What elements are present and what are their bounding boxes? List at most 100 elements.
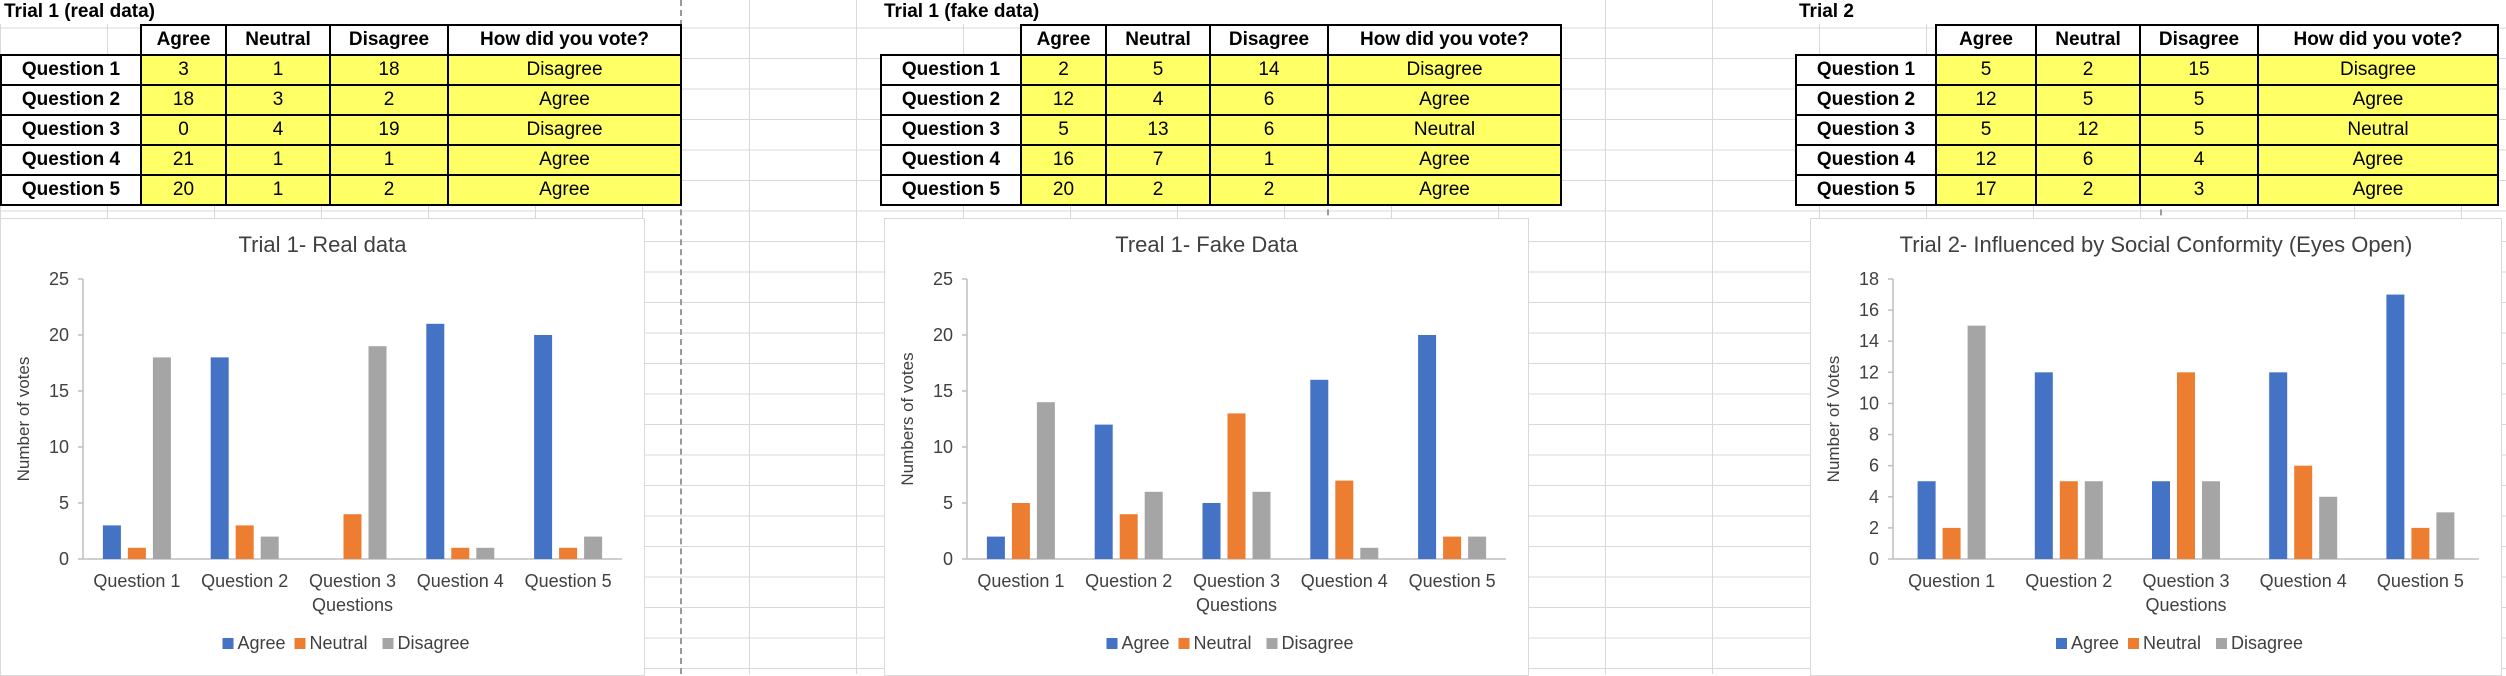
disagree-cell[interactable]: 14 bbox=[1209, 54, 1329, 86]
vote-cell[interactable]: Agree bbox=[447, 174, 682, 206]
agree-cell[interactable]: 17 bbox=[1935, 174, 2037, 206]
disagree-cell[interactable]: 2 bbox=[1209, 174, 1329, 206]
neutral-cell[interactable]: 6 bbox=[2035, 144, 2141, 176]
agree-cell[interactable]: 20 bbox=[140, 174, 227, 206]
row-label[interactable]: Question 2 bbox=[1795, 84, 1937, 116]
legend-label: Neutral bbox=[1194, 633, 1252, 653]
chart-container[interactable]: Treal 1- Fake Data 0 5 10 15 20 25 Numbers of v… bbox=[884, 218, 1529, 676]
row-label[interactable]: Question 5 bbox=[1795, 174, 1937, 206]
trial-table: Agree Neutral Disagree How did you vote?… bbox=[1795, 24, 2499, 206]
disagree-cell[interactable]: 3 bbox=[2139, 174, 2259, 206]
row-label[interactable]: Question 5 bbox=[0, 174, 142, 206]
vote-cell[interactable]: Neutral bbox=[2257, 114, 2499, 146]
row-label[interactable]: Question 1 bbox=[1795, 54, 1937, 86]
row-label[interactable]: Question 3 bbox=[0, 114, 142, 146]
table-row: Question 5 20 2 2 Agree bbox=[880, 174, 1562, 206]
neutral-cell[interactable]: 2 bbox=[1105, 174, 1211, 206]
bar-agree bbox=[2152, 481, 2170, 559]
vote-cell[interactable]: Agree bbox=[447, 84, 682, 116]
vote-cell[interactable]: Agree bbox=[447, 144, 682, 176]
neutral-cell[interactable]: 2 bbox=[2035, 174, 2141, 206]
agree-cell[interactable]: 18 bbox=[140, 84, 227, 116]
bar-neutral bbox=[1011, 503, 1030, 559]
row-label[interactable]: Question 4 bbox=[1795, 144, 1937, 176]
row-label[interactable]: Question 5 bbox=[880, 174, 1022, 206]
agree-cell[interactable]: 21 bbox=[140, 144, 227, 176]
agree-cell[interactable]: 16 bbox=[1020, 144, 1107, 176]
agree-cell[interactable]: 5 bbox=[1935, 114, 2037, 146]
chart-container[interactable]: Trial 1- Real data 0 5 10 15 20 25 Number of vo… bbox=[0, 218, 645, 676]
vote-cell[interactable]: Neutral bbox=[1327, 114, 1562, 146]
disagree-cell[interactable]: 5 bbox=[2139, 114, 2259, 146]
chart-container[interactable]: Trial 2- Influenced by Social Conformity… bbox=[1810, 218, 2502, 676]
trial-table: Agree Neutral Disagree How did you vote?… bbox=[880, 24, 1562, 206]
row-label[interactable]: Question 3 bbox=[880, 114, 1022, 146]
agree-cell[interactable]: 12 bbox=[1935, 84, 2037, 116]
neutral-cell[interactable]: 4 bbox=[1105, 84, 1211, 116]
row-label[interactable]: Question 2 bbox=[0, 84, 142, 116]
vote-cell[interactable]: Disagree bbox=[2257, 54, 2499, 86]
neutral-cell[interactable]: 1 bbox=[225, 54, 331, 86]
vote-cell[interactable]: Agree bbox=[1327, 84, 1562, 116]
neutral-cell[interactable]: 2 bbox=[2035, 54, 2141, 86]
neutral-cell[interactable]: 7 bbox=[1105, 144, 1211, 176]
bar-neutral bbox=[1443, 536, 1462, 559]
disagree-cell[interactable]: 6 bbox=[1209, 114, 1329, 146]
vote-cell[interactable]: Disagree bbox=[447, 114, 682, 146]
disagree-cell[interactable]: 15 bbox=[2139, 54, 2259, 86]
neutral-cell[interactable]: 13 bbox=[1105, 114, 1211, 146]
agree-cell[interactable]: 12 bbox=[1935, 144, 2037, 176]
row-label[interactable]: Question 3 bbox=[1795, 114, 1937, 146]
bar-neutral bbox=[2059, 481, 2078, 559]
disagree-cell[interactable]: 19 bbox=[329, 114, 449, 146]
neutral-cell[interactable]: 3 bbox=[225, 84, 331, 116]
neutral-cell[interactable]: 12 bbox=[2035, 114, 2141, 146]
disagree-cell[interactable]: 1 bbox=[329, 144, 449, 176]
agree-cell[interactable]: 2 bbox=[1020, 54, 1107, 86]
row-label[interactable]: Question 1 bbox=[0, 54, 142, 86]
y-tick-label: 10 bbox=[49, 437, 69, 457]
vote-cell[interactable]: Agree bbox=[2257, 174, 2499, 206]
agree-cell[interactable]: 5 bbox=[1935, 54, 2037, 86]
disagree-cell[interactable]: 5 bbox=[2139, 84, 2259, 116]
legend-swatch bbox=[1106, 638, 1118, 649]
x-tick-label: Question 3 bbox=[2142, 571, 2229, 591]
row-label[interactable]: Question 2 bbox=[880, 84, 1022, 116]
neutral-cell[interactable]: 1 bbox=[225, 144, 331, 176]
disagree-cell[interactable]: 2 bbox=[329, 84, 449, 116]
disagree-cell[interactable]: 6 bbox=[1209, 84, 1329, 116]
trial-title: Trial 1 (real data) bbox=[0, 0, 680, 24]
agree-cell[interactable]: 0 bbox=[140, 114, 227, 146]
disagree-cell[interactable]: 18 bbox=[329, 54, 449, 86]
bar-neutral bbox=[1119, 514, 1138, 559]
column-header: Agree bbox=[1020, 24, 1107, 56]
vote-cell[interactable]: Disagree bbox=[1327, 54, 1562, 86]
column-header: Neutral bbox=[225, 24, 331, 56]
agree-cell[interactable]: 3 bbox=[140, 54, 227, 86]
vote-cell[interactable]: Agree bbox=[1327, 174, 1562, 206]
vote-cell[interactable]: Disagree bbox=[447, 54, 682, 86]
vote-cell[interactable]: Agree bbox=[2257, 84, 2499, 116]
agree-cell[interactable]: 12 bbox=[1020, 84, 1107, 116]
neutral-cell[interactable]: 5 bbox=[2035, 84, 2141, 116]
legend-swatch bbox=[2056, 638, 2067, 649]
disagree-cell[interactable]: 4 bbox=[2139, 144, 2259, 176]
bar-disagree bbox=[152, 357, 171, 559]
row-label[interactable]: Question 1 bbox=[880, 54, 1022, 86]
y-tick-label: 0 bbox=[1869, 549, 1879, 569]
y-tick-label: 25 bbox=[933, 269, 953, 289]
disagree-cell[interactable]: 2 bbox=[329, 174, 449, 206]
neutral-cell[interactable]: 4 bbox=[225, 114, 331, 146]
row-label[interactable]: Question 4 bbox=[880, 144, 1022, 176]
table-corner bbox=[1, 25, 141, 55]
disagree-cell[interactable]: 1 bbox=[1209, 144, 1329, 176]
legend-label: Agree bbox=[238, 633, 286, 653]
table-row: Question 2 12 5 5 Agree bbox=[1795, 84, 2499, 116]
agree-cell[interactable]: 5 bbox=[1020, 114, 1107, 146]
neutral-cell[interactable]: 1 bbox=[225, 174, 331, 206]
vote-cell[interactable]: Agree bbox=[2257, 144, 2499, 176]
agree-cell[interactable]: 20 bbox=[1020, 174, 1107, 206]
neutral-cell[interactable]: 5 bbox=[1105, 54, 1211, 86]
row-label[interactable]: Question 4 bbox=[0, 144, 142, 176]
vote-cell[interactable]: Agree bbox=[1327, 144, 1562, 176]
